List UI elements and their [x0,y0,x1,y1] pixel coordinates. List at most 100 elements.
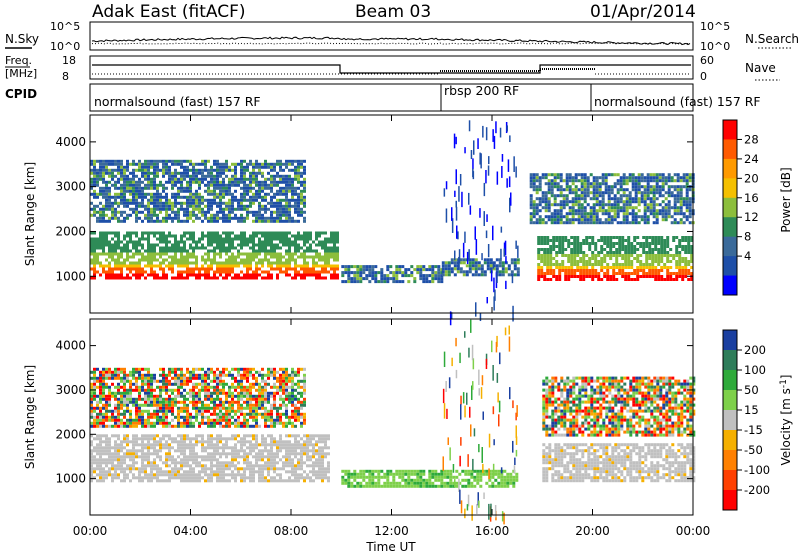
echo-cell [93,168,96,172]
echo-cell [183,165,186,169]
echo-cell [135,204,138,208]
echo-cell [630,278,634,281]
echo-cell [604,191,608,195]
echo-cell [480,267,484,271]
echo-cell [201,264,204,268]
echo-cell [501,267,505,271]
echo-cell [318,234,321,238]
echo-cell [147,171,150,175]
echo-cell [279,174,282,178]
echo-cell [168,446,171,450]
echo-cell [123,388,126,392]
echo-cell [132,434,135,438]
echo-cell [147,162,150,166]
echo-cell [129,391,132,395]
echo-cell [192,180,195,184]
echo-cell [225,168,228,172]
echo-cell [189,195,192,199]
echo-cell [189,270,192,274]
echo-cell [192,476,195,480]
echo-cell [294,240,297,244]
echo-cell [270,440,273,444]
echo-cell [690,248,694,251]
echo-cell [624,251,628,254]
echo-cell [324,440,327,444]
echo-cell [90,406,93,410]
echo-cell [216,470,219,474]
echo-cell [231,192,234,196]
echo-cell [102,385,105,389]
echo-cell [252,192,255,196]
echo-cell [201,207,204,211]
echo-cell [687,272,691,275]
echo-cell [207,192,210,196]
echo-cell [216,180,219,184]
echo-cell [619,185,623,189]
echo-cell [285,449,288,453]
echo-cell [129,186,132,190]
echo-cell [541,176,545,180]
echo-cell [300,255,303,259]
echo-cell [621,248,625,251]
echo-cell [327,264,330,268]
echo-cell [180,479,183,483]
echo-cell [240,455,243,459]
echo-cell [628,173,632,177]
echo-cell [153,213,156,217]
echo-cell [657,257,661,260]
echo-cell [135,452,138,456]
echo-cell [189,470,192,474]
echo-cell [588,245,592,248]
echo-cell [276,213,279,217]
echo-cell [669,260,673,263]
echo-cell [138,243,141,247]
echo-cell [541,206,545,210]
echo-cell [132,183,135,187]
echo-cell [189,273,192,277]
echo-cell [117,434,120,438]
echo-cell [156,455,159,459]
echo-cell [183,210,186,214]
echo-cell [249,446,252,450]
echo-cell [297,237,300,241]
echo-cell [615,254,619,257]
echo-cell [90,479,93,483]
echo-cell [228,479,231,483]
echo-cell [553,194,557,198]
echo-cell [264,237,267,241]
echo-cell [189,189,192,193]
echo-cell [177,240,180,244]
echo-cell [538,221,542,225]
echo-cell [99,210,102,214]
echo-cell [603,272,607,275]
echo-cell [132,440,135,444]
echo-cell [297,476,300,480]
echo-cell [582,239,586,242]
echo-cell [252,273,255,277]
echo-cell [684,251,688,254]
echo-cell [631,197,635,201]
echo-cell [204,464,207,468]
echo-cell [252,258,255,262]
echo-cell [489,258,493,262]
echo-cell [171,204,174,208]
echo-cell [538,215,542,219]
echo-cell [180,258,183,262]
echo-cell [471,273,475,277]
echo-cell [159,467,162,471]
echo-cell [147,231,150,235]
echo-cell [156,449,159,453]
echo-cell [162,443,165,447]
echo-cell [210,464,213,468]
echo-cell [261,234,264,238]
echo-cell [201,195,204,199]
echo-cell [105,159,108,163]
echo-cell [628,176,632,180]
echo-cell [210,446,213,450]
echo-cell [93,409,96,413]
echo-cell [303,443,306,447]
echo-cell [162,470,165,474]
echo-cell [252,467,255,471]
echo-cell [153,192,156,196]
echo-cell [270,455,273,459]
